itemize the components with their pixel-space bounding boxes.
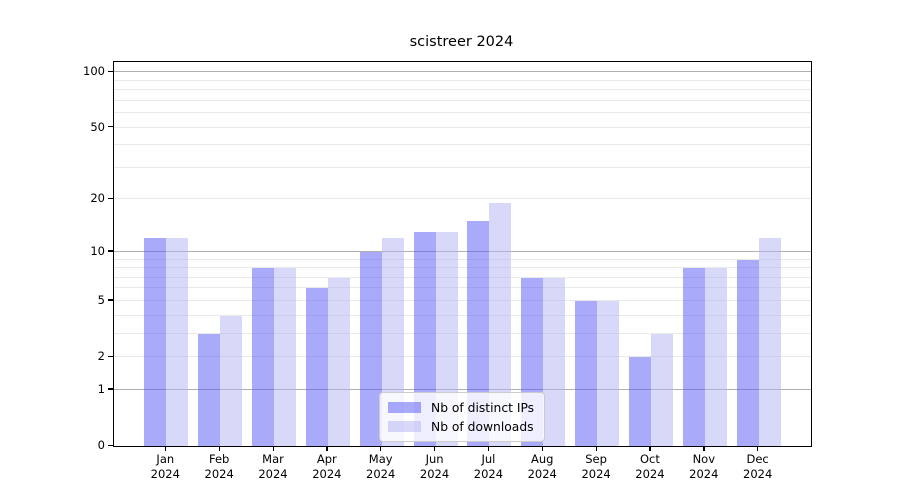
x-tick-mark	[164, 446, 167, 452]
gridline	[114, 166, 811, 168]
chart-title: scistreer 2024	[409, 34, 514, 50]
y-tick-mark	[108, 444, 113, 446]
bar-downloads	[597, 300, 620, 446]
bar-downloads	[704, 268, 727, 446]
gridline	[114, 79, 811, 81]
legend-swatch-downloads-icon	[388, 421, 421, 432]
gridline	[114, 314, 811, 316]
legend-label-distinct-ips: Nb of distinct IPs	[431, 400, 535, 415]
gridline	[114, 112, 811, 114]
plot-area	[113, 61, 812, 447]
x-tick-label: Sep 2024	[581, 452, 611, 481]
x-tick-mark	[487, 446, 490, 452]
x-tick-mark	[218, 446, 220, 452]
x-tick-label: Oct 2024	[635, 452, 665, 481]
x-tick-label: Dec 2024	[743, 452, 773, 481]
y-tick-mark	[108, 70, 113, 73]
bar-distinct-ips	[628, 357, 651, 446]
gridline	[114, 89, 811, 91]
x-tick-mark	[272, 446, 274, 452]
legend-item-distinct-ips: Nb of distinct IPs	[388, 398, 534, 417]
bar-downloads	[650, 333, 673, 446]
y-tick-label: 5	[97, 292, 105, 307]
bar-distinct-ips	[359, 251, 382, 446]
y-tick-mark	[108, 197, 113, 200]
x-tick-mark	[595, 446, 597, 452]
x-tick-mark	[380, 446, 382, 452]
y-tick-label: 10	[90, 243, 105, 258]
bar-distinct-ips	[736, 259, 759, 446]
x-tick-label: Feb 2024	[204, 452, 234, 481]
y-tick-label: 50	[90, 119, 105, 134]
y-tick-mark	[108, 126, 113, 128]
bar-downloads	[758, 238, 781, 446]
x-tick-label: Apr 2024	[312, 452, 342, 481]
gridline	[114, 126, 811, 128]
x-tick-label: Nov 2024	[689, 452, 719, 481]
y-tick-mark	[108, 299, 113, 301]
gridline	[114, 276, 811, 278]
bar-distinct-ips	[144, 238, 167, 446]
x-tick-label: May 2024	[366, 452, 396, 481]
gridline	[114, 258, 811, 260]
bar-downloads	[274, 268, 296, 446]
gridline	[114, 198, 811, 200]
bar-downloads	[543, 277, 566, 446]
x-tick-mark	[541, 446, 544, 452]
x-tick-mark	[703, 446, 705, 452]
legend-swatch-distinct-ips-icon	[388, 402, 421, 413]
y-tick-label: 100	[83, 64, 105, 79]
legend-item-downloads: Nb of downloads	[388, 417, 534, 436]
bar-distinct-ips	[575, 300, 598, 446]
gridline	[114, 267, 811, 269]
gridline	[114, 144, 811, 146]
y-tick-label: 20	[90, 191, 105, 206]
gridline	[114, 250, 811, 252]
gridline	[114, 71, 811, 73]
gridline	[114, 388, 811, 390]
x-tick-label: Jul 2024	[473, 452, 504, 481]
gridline	[114, 99, 811, 101]
x-tick-label: Mar 2024	[258, 452, 288, 481]
y-tick-label: 1	[97, 381, 105, 396]
y-tick-label: 0	[97, 438, 105, 452]
y-tick-mark	[108, 355, 113, 357]
y-tick-mark	[108, 250, 113, 252]
bar-downloads	[166, 238, 189, 446]
bar-distinct-ips	[467, 221, 490, 446]
legend: Nb of distinct IPs Nb of downloads	[379, 392, 546, 442]
bar-downloads	[327, 277, 350, 446]
gridline	[114, 299, 811, 301]
x-tick-mark	[434, 446, 436, 452]
x-tick-mark	[757, 446, 759, 452]
bar-distinct-ips	[198, 333, 221, 446]
x-tick-label: Jan 2024	[150, 452, 180, 481]
gridline	[114, 332, 811, 334]
bar-downloads	[220, 315, 243, 446]
x-tick-mark	[649, 446, 651, 452]
y-tick-label: 2	[97, 349, 105, 364]
bar-distinct-ips	[305, 288, 328, 446]
bar-distinct-ips	[252, 268, 274, 446]
legend-label-downloads: Nb of downloads	[431, 419, 534, 434]
bar-distinct-ips	[682, 268, 705, 446]
gridline	[114, 287, 811, 289]
x-tick-label: Jun 2024	[419, 452, 450, 481]
bar-downloads	[489, 203, 512, 446]
y-tick-mark	[108, 388, 113, 390]
x-tick-mark	[326, 446, 328, 452]
x-tick-label: Aug 2024	[527, 452, 557, 481]
gridline	[114, 356, 811, 358]
